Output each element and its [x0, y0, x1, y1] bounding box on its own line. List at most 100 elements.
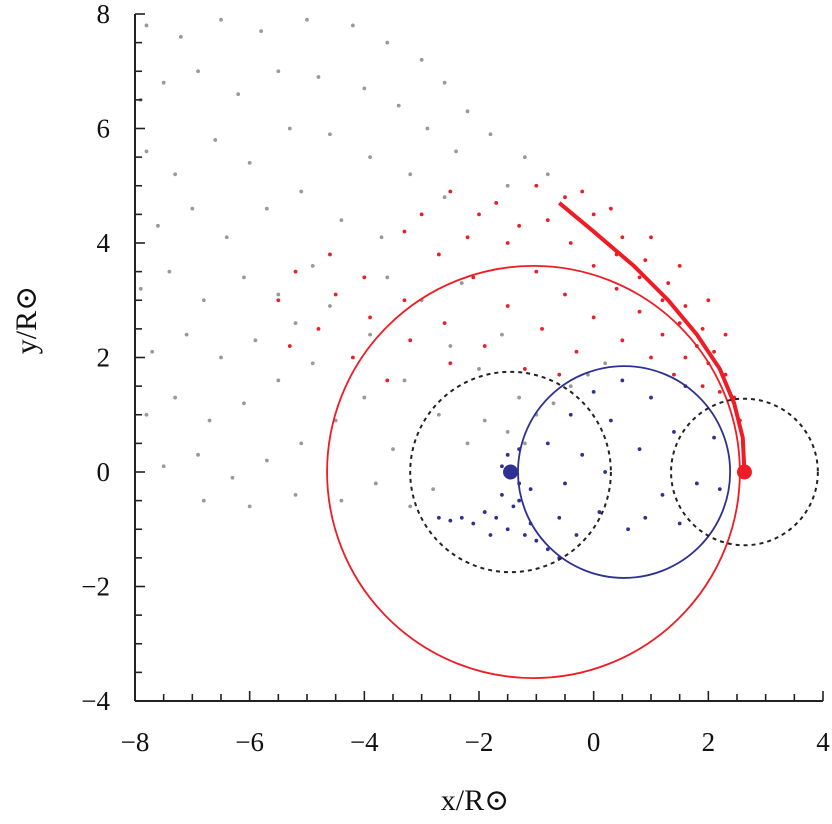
data-point [637, 309, 642, 314]
data-point [150, 349, 155, 354]
data-point [402, 298, 407, 303]
data-point [522, 441, 527, 446]
data-point [534, 183, 539, 188]
data-point [448, 518, 453, 523]
data-point [167, 269, 172, 274]
data-point [436, 252, 441, 257]
y-axis-label: y/R⊙ [10, 286, 43, 354]
axes: −8 −6 −4 −2 0 2 4 −4 −2 0 2 4 6 8 [81, 0, 830, 757]
x-tick-label: −6 [235, 727, 264, 757]
data-point [419, 57, 424, 62]
data-point [522, 155, 527, 160]
data-point [431, 487, 436, 492]
data-point [706, 298, 711, 303]
data-point [264, 458, 269, 463]
data-point [694, 481, 699, 486]
data-point [545, 547, 550, 552]
data-point [350, 355, 355, 360]
data-point [471, 275, 476, 280]
data-point [442, 80, 447, 85]
data-point [672, 372, 676, 377]
data-point [465, 235, 470, 240]
data-point [465, 441, 470, 446]
data-point [190, 206, 195, 211]
y-tick-label: −4 [81, 686, 110, 716]
data-point [717, 389, 722, 394]
orbit-circle-0 [326, 264, 741, 680]
data-point [608, 206, 613, 211]
data-point [201, 298, 206, 303]
data-point [276, 69, 281, 74]
data-point [362, 86, 367, 91]
x-axis-label: x/R⊙ [441, 784, 509, 817]
data-point [574, 349, 579, 354]
x-tick-label: 2 [702, 727, 716, 757]
data-point [276, 292, 281, 297]
data-point [545, 441, 550, 446]
data-point [591, 389, 596, 394]
data-point [379, 235, 384, 240]
data-point [385, 275, 390, 280]
data-point [362, 395, 367, 400]
data-point [511, 504, 516, 509]
data-point [500, 332, 504, 337]
data-point [385, 40, 390, 45]
y-tick-label: 8 [97, 0, 111, 29]
series-1 [276, 183, 746, 463]
data-point [505, 430, 510, 434]
data-point [482, 418, 487, 423]
data-point [522, 367, 527, 371]
data-point [368, 315, 372, 320]
data-point [563, 195, 567, 200]
y-tick-label: 6 [97, 114, 111, 144]
data-point [408, 504, 413, 509]
data-point [620, 338, 625, 343]
y-tick-label: 4 [97, 228, 111, 258]
data-point [488, 533, 493, 537]
data-point [402, 229, 407, 234]
data-point [540, 326, 544, 331]
orbit-circle-2 [409, 370, 612, 574]
data-point [454, 149, 458, 154]
data-point [482, 510, 487, 514]
data-point [660, 332, 665, 337]
data-point [534, 269, 539, 274]
data-point [299, 441, 304, 446]
data-point [247, 504, 252, 509]
data-point [637, 275, 642, 280]
data-point [459, 281, 464, 285]
data-point [637, 447, 642, 451]
data-point [712, 349, 716, 354]
data-point [333, 292, 338, 297]
data-point [603, 470, 608, 474]
data-point [557, 372, 562, 377]
data-point [293, 321, 298, 326]
data-point [574, 533, 579, 537]
data-point [620, 378, 625, 383]
data-point [649, 355, 653, 360]
data-point [505, 241, 510, 245]
star-marker-0 [503, 464, 519, 480]
data-point [505, 183, 510, 188]
data-point [219, 17, 223, 22]
data-point [563, 292, 567, 297]
data-point [568, 241, 573, 245]
data-point [517, 395, 522, 400]
data-point [442, 195, 447, 200]
data-point [328, 132, 332, 137]
x-tick-label: −4 [350, 727, 379, 757]
data-point [545, 172, 550, 177]
data-point [196, 452, 200, 457]
red-stream [557, 201, 747, 473]
plot-content [138, 17, 819, 680]
data-point [236, 92, 241, 97]
data-point [402, 378, 407, 383]
data-point [293, 269, 298, 274]
data-point [419, 212, 424, 217]
data-point [362, 275, 367, 280]
data-point [448, 189, 453, 194]
data-point [276, 378, 281, 383]
data-point [436, 515, 441, 520]
data-point [700, 326, 705, 331]
